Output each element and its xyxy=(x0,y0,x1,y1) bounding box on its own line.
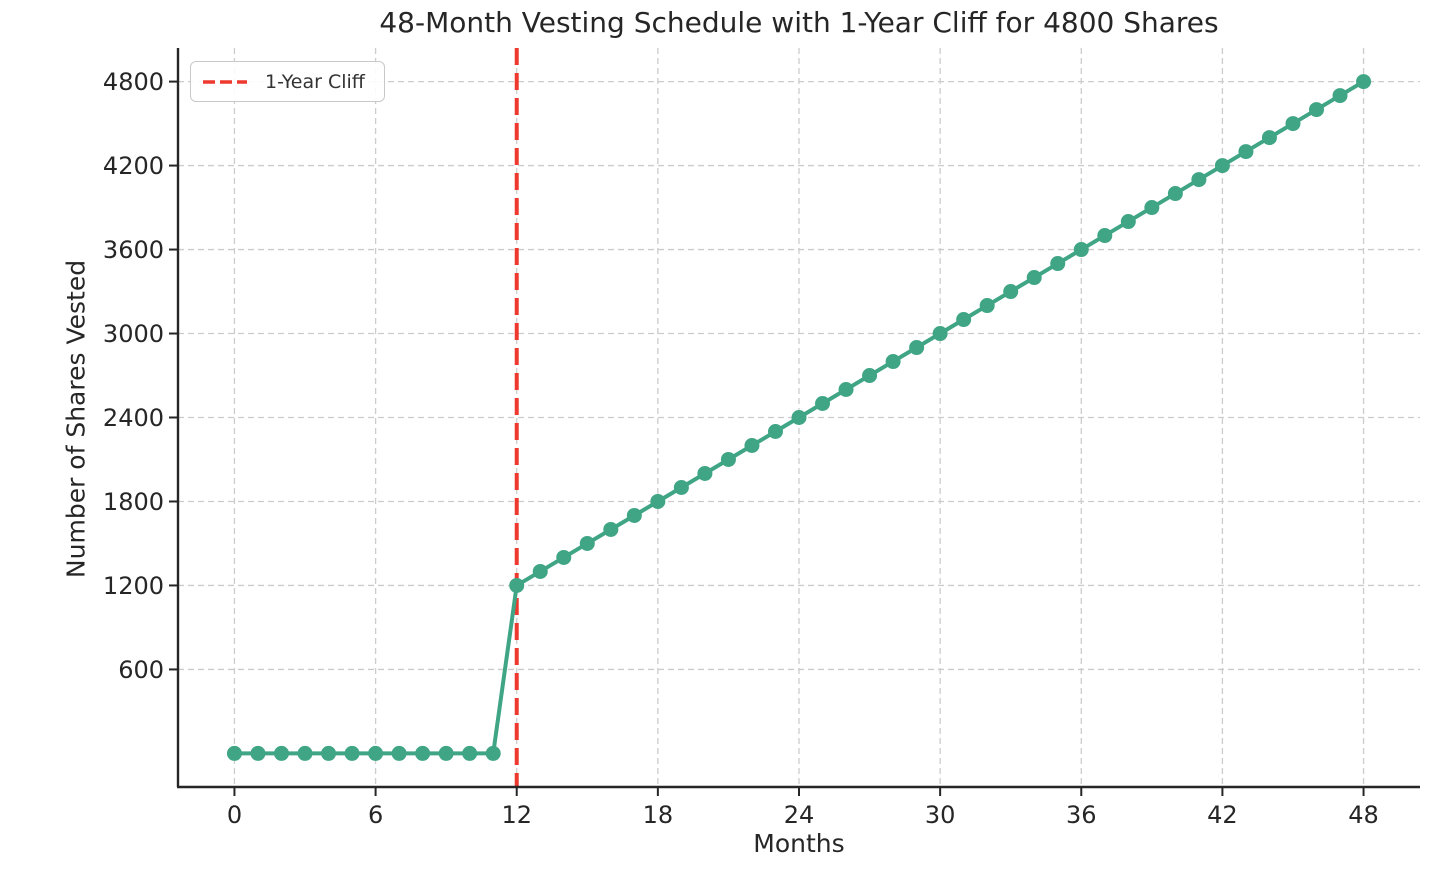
y-tick-label: 4800 xyxy=(103,68,164,96)
data-point-marker xyxy=(1332,88,1348,104)
legend-label: 1-Year Cliff xyxy=(265,70,365,93)
y-tick-label: 1800 xyxy=(103,488,164,516)
chart-title: 48-Month Vesting Schedule with 1-Year Cl… xyxy=(379,6,1219,39)
data-point-marker xyxy=(909,340,925,356)
data-point-marker xyxy=(1285,116,1301,132)
x-tick-label: 30 xyxy=(925,801,956,829)
y-tick-label: 1200 xyxy=(103,572,164,600)
data-point-marker xyxy=(791,410,807,425)
data-point-marker xyxy=(1191,172,1207,188)
data-point-marker xyxy=(485,745,501,761)
x-tick-label: 48 xyxy=(1348,801,1379,829)
data-point-marker xyxy=(1238,144,1254,160)
data-point-marker xyxy=(226,745,242,761)
data-point-marker xyxy=(556,549,572,565)
x-tick-label: 24 xyxy=(784,801,815,829)
data-point-marker xyxy=(838,382,854,398)
data-point-marker xyxy=(650,493,666,509)
data-point-marker xyxy=(250,745,266,761)
x-tick-label: 12 xyxy=(501,801,532,829)
legend-line-sample xyxy=(203,79,247,84)
y-tick-label: 4200 xyxy=(103,152,164,180)
data-point-marker xyxy=(391,745,407,761)
x-tick-label: 18 xyxy=(643,801,674,829)
data-point-marker xyxy=(297,745,313,761)
data-point-marker xyxy=(720,451,736,467)
data-point-marker xyxy=(438,745,454,761)
x-tick-label: 42 xyxy=(1207,801,1238,829)
data-point-marker xyxy=(1026,270,1042,286)
y-tick-label: 2400 xyxy=(103,404,164,432)
data-point-marker xyxy=(815,396,831,412)
data-point-marker xyxy=(1309,102,1324,118)
x-tick-label: 6 xyxy=(368,801,383,829)
data-point-marker xyxy=(509,577,525,593)
data-point-marker xyxy=(626,507,642,523)
data-point-marker xyxy=(1050,256,1066,272)
data-point-marker xyxy=(274,745,289,761)
y-tick-label: 3600 xyxy=(103,236,164,264)
y-tick-label: 600 xyxy=(118,656,164,684)
data-point-marker xyxy=(532,563,548,579)
x-axis-label: Months xyxy=(753,829,845,858)
data-point-marker xyxy=(344,745,360,761)
data-point-marker xyxy=(744,437,760,453)
x-tick-label: 0 xyxy=(227,801,242,829)
data-point-marker xyxy=(462,745,478,761)
x-tick-label: 36 xyxy=(1066,801,1097,829)
data-point-marker xyxy=(956,312,972,328)
data-point-marker xyxy=(979,298,995,314)
data-point-marker xyxy=(673,479,689,495)
data-point-marker xyxy=(603,521,619,537)
data-point-marker xyxy=(885,354,901,370)
data-point-marker xyxy=(697,465,713,481)
data-point-marker xyxy=(767,423,783,439)
data-point-marker xyxy=(1356,74,1372,90)
data-point-marker xyxy=(579,535,595,551)
data-point-marker xyxy=(1261,130,1277,146)
data-point-marker xyxy=(862,368,878,384)
data-point-marker xyxy=(1073,242,1089,258)
data-point-marker xyxy=(321,745,337,761)
data-point-marker xyxy=(1120,214,1136,230)
data-point-marker xyxy=(415,745,431,761)
legend: 1-Year Cliff xyxy=(190,61,385,102)
y-tick-label: 3000 xyxy=(103,320,164,348)
data-point-marker xyxy=(1003,284,1019,300)
data-point-marker xyxy=(1144,200,1160,216)
data-point-marker xyxy=(1214,158,1230,174)
data-point-marker xyxy=(368,745,384,761)
data-point-marker xyxy=(1167,186,1183,202)
data-point-marker xyxy=(1097,228,1113,244)
data-point-marker xyxy=(932,326,948,342)
